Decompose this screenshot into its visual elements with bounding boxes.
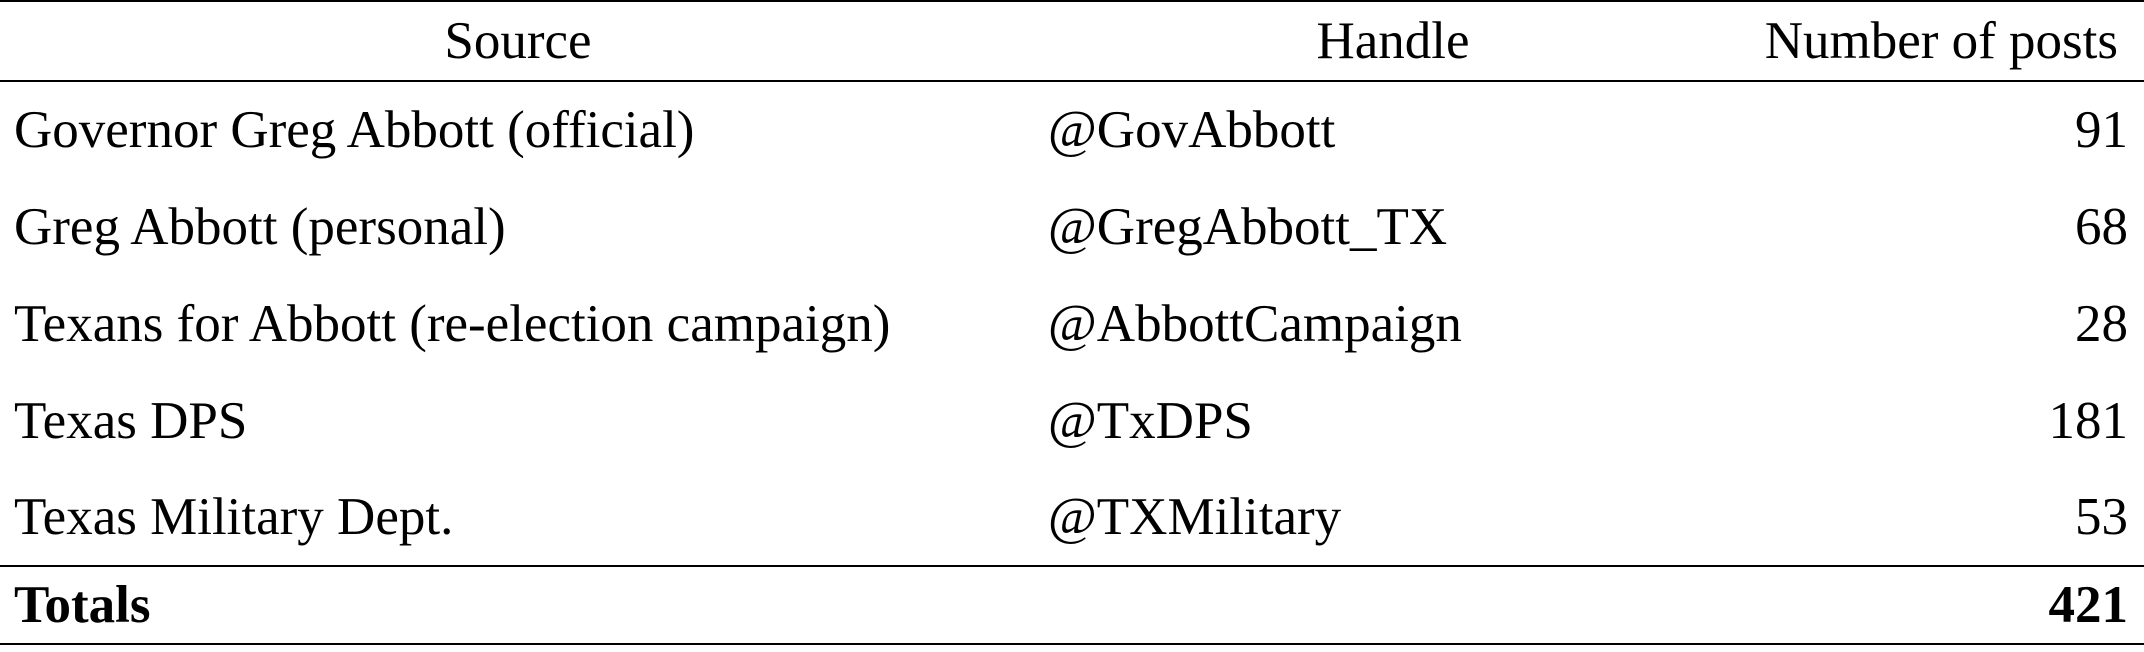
cell-posts: 28 xyxy=(2075,294,2128,353)
totals-posts: 421 xyxy=(1750,565,2144,645)
table-row: Texas DPS @TxDPS 181 xyxy=(0,372,2144,469)
cell-posts: 91 xyxy=(2075,101,2128,159)
cell-posts: 181 xyxy=(2048,391,2129,450)
cell-handle: @AbbottCampaign xyxy=(1048,294,1462,353)
cell-handle: @GovAbbott xyxy=(1048,101,1336,159)
cell-handle: @TxDPS xyxy=(1048,391,1253,450)
header-row: Source Handle Number of posts xyxy=(0,0,2144,82)
cell-handle: @TXMilitary xyxy=(1048,488,1342,546)
cell-source: Texas Military Dept. xyxy=(14,488,454,546)
totals-handle xyxy=(1036,565,1750,645)
cell-source: Greg Abbott (personal) xyxy=(14,197,506,256)
cell-posts: 53 xyxy=(2075,488,2128,546)
column-header-handle: Handle xyxy=(1036,0,1750,82)
totals-label: Totals xyxy=(0,565,1036,645)
table-row: Greg Abbott (personal) @GregAbbott_TX 68 xyxy=(0,178,2144,275)
table-row: Texans for Abbott (re-election campaign)… xyxy=(0,275,2144,372)
column-header-posts: Number of posts xyxy=(1750,0,2144,82)
table-body: Governor Greg Abbott (official) @GovAbbo… xyxy=(0,81,2144,645)
table-header: Source Handle Number of posts xyxy=(0,0,2144,82)
cell-source: Texans for Abbott (re-election campaign) xyxy=(14,294,891,353)
cell-source: Texas DPS xyxy=(14,391,248,450)
totals-row: Totals 421 xyxy=(0,565,2144,645)
cell-handle: @GregAbbott_TX xyxy=(1048,197,1448,256)
column-header-source: Source xyxy=(0,0,1036,82)
table-row: Governor Greg Abbott (official) @GovAbbo… xyxy=(0,81,2144,178)
cell-posts: 68 xyxy=(2075,197,2128,256)
table-row: Texas Military Dept. @TXMilitary 53 xyxy=(0,469,2144,566)
cell-source: Governor Greg Abbott (official) xyxy=(14,101,695,159)
